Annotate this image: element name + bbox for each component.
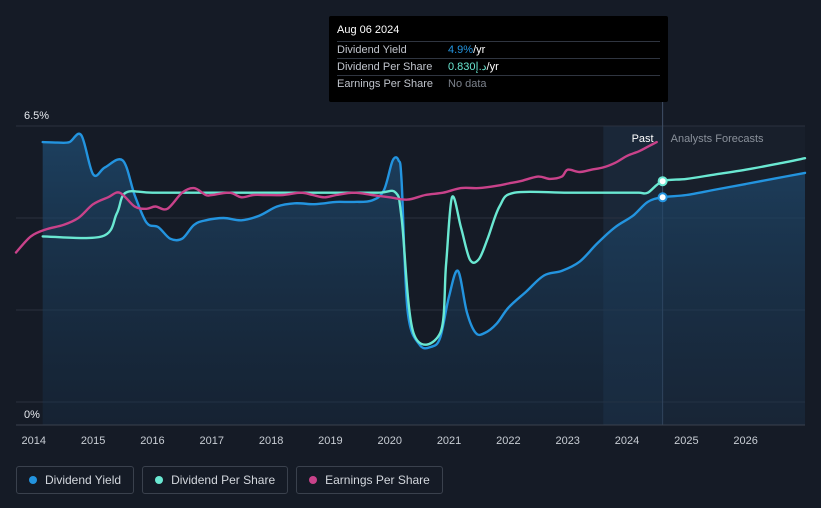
x-tick-label: 2021 — [437, 435, 461, 447]
legend-dot-icon — [29, 476, 37, 484]
legend-dot-icon — [155, 476, 164, 484]
x-tick-label: 2014 — [22, 435, 46, 447]
x-tick-label: 2026 — [733, 435, 757, 447]
tooltip-label: Dividend Yield — [337, 44, 407, 56]
past-label: Past — [632, 133, 654, 145]
tooltip-label: Dividend Per Share — [337, 61, 433, 73]
yield-area — [42, 133, 805, 425]
tooltip-unit: /yr — [473, 44, 486, 56]
x-tick-label: 2015 — [81, 435, 105, 447]
legend-earnings-per-share-button[interactable]: Earnings Per Share — [296, 466, 443, 494]
tooltip: Aug 06 2024 Dividend Yield 4.9% /yr Divi… — [329, 16, 668, 102]
yield-line — [41, 132, 807, 350]
legend-dividend-per-share-button[interactable]: Dividend Per Share — [142, 466, 289, 494]
tooltip-row-dps: Dividend Per Share 0.830د.إ /yr — [337, 58, 660, 75]
x-tick-label: 2024 — [615, 435, 639, 447]
yield-marker — [657, 192, 668, 203]
tooltip-unit: /yr — [486, 61, 499, 73]
legend-label: Dividend Per Share — [171, 473, 276, 487]
tooltip-row-yield: Dividend Yield 4.9% /yr — [337, 41, 660, 58]
legend-dot-icon — [309, 476, 318, 484]
tooltip-value: 0.830د.إ — [448, 61, 487, 73]
tooltip-date: Aug 06 2024 — [337, 24, 400, 36]
eps-line — [14, 140, 658, 254]
y-tick-label: 0% — [24, 409, 40, 421]
tooltip-label: Earnings Per Share — [337, 78, 433, 90]
tooltip-value: No data — [448, 78, 487, 90]
legend: Dividend Yield Dividend Per Share Earnin… — [16, 466, 443, 494]
x-tick-label: 2020 — [377, 435, 401, 447]
y-tick-label: 6.5% — [24, 110, 49, 122]
legend-label: Earnings Per Share — [325, 473, 430, 487]
x-tick-label: 2019 — [318, 435, 342, 447]
forecast-label: Analysts Forecasts — [671, 133, 764, 145]
x-tick-label: 2025 — [674, 435, 698, 447]
x-tick-label: 2016 — [140, 435, 164, 447]
x-tick-label: 2018 — [259, 435, 283, 447]
legend-label: Dividend Yield — [45, 473, 122, 487]
dps-marker — [657, 176, 668, 187]
x-tick-label: 2022 — [496, 435, 520, 447]
x-tick-label: 2023 — [555, 435, 579, 447]
tooltip-value: 4.9% — [448, 44, 474, 56]
x-tick-label: 2017 — [200, 435, 224, 447]
tooltip-row-eps: Earnings Per Share No data — [337, 75, 660, 92]
legend-dividend-yield-button[interactable]: Dividend Yield — [16, 466, 135, 494]
